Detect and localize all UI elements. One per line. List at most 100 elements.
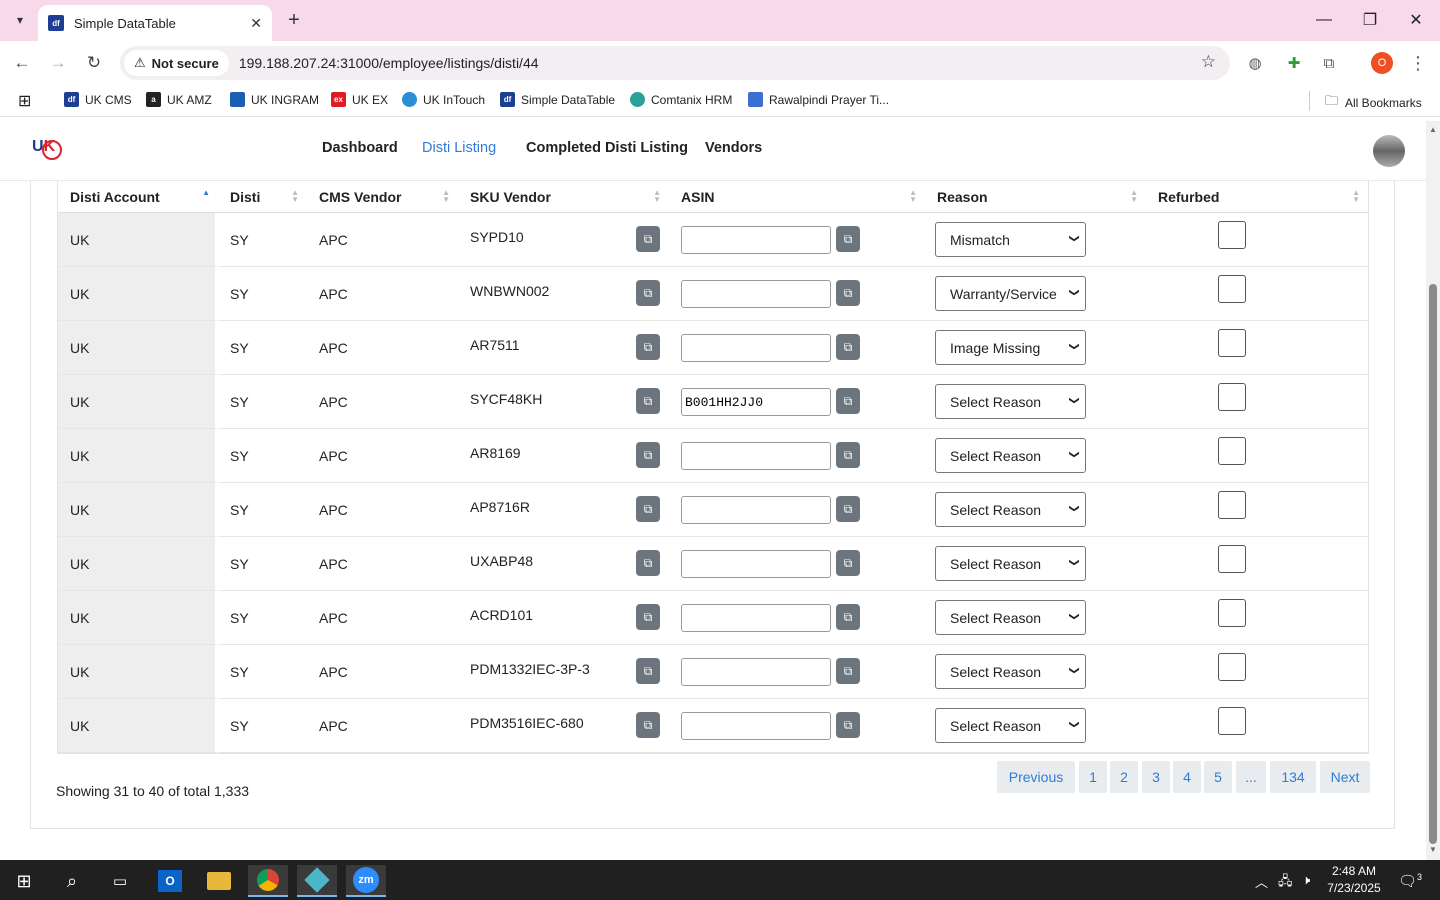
copy-asin-icon[interactable]: ⧉ (836, 334, 860, 360)
tab-search-chevron-icon[interactable]: ▾ (16, 13, 24, 27)
asin-input[interactable] (681, 604, 831, 632)
bookmark-star-icon[interactable]: ☆ (1200, 52, 1216, 71)
bookmark-uk-ingram[interactable]: UK INGRAM (230, 92, 319, 107)
copy-sku-icon[interactable]: ⧉ (636, 226, 660, 252)
col-disti-account[interactable]: Disti Account ▲ (58, 181, 218, 213)
back-icon[interactable]: ← (13, 53, 31, 72)
copy-asin-icon[interactable]: ⧉ (836, 388, 860, 414)
copy-asin-icon[interactable]: ⧉ (836, 604, 860, 630)
pagination-next[interactable]: Next (1320, 761, 1370, 793)
copy-asin-icon[interactable]: ⧉ (836, 550, 860, 576)
window-close-icon[interactable]: ✕ (1409, 12, 1423, 29)
notifications-icon[interactable]: 🗨3 (1398, 872, 1423, 890)
copy-sku-icon[interactable]: ⧉ (636, 658, 660, 684)
refurbed-checkbox[interactable] (1218, 221, 1246, 249)
pagination-134[interactable]: 134 (1270, 761, 1316, 793)
bookmark-uk-amz[interactable]: a UK AMZ (146, 92, 212, 107)
chrome-icon[interactable] (248, 865, 288, 897)
not-secure-chip[interactable]: ⚠ Not secure (124, 50, 229, 76)
bookmark-simple-datatable[interactable]: df Simple DataTable (500, 92, 615, 107)
extension-plus-icon[interactable]: ✚ (1287, 55, 1301, 72)
reason-select[interactable]: Select Reason ❯ (935, 600, 1086, 635)
taskbar-clock[interactable]: 2:48 AM 7/23/2025 (1322, 863, 1386, 897)
copy-sku-icon[interactable]: ⧉ (636, 604, 660, 630)
nav-completed-disti-listing[interactable]: Completed Disti Listing (526, 140, 688, 156)
bookmark-comtanix-hrm[interactable]: Comtanix HRM (630, 92, 732, 107)
reason-select[interactable]: Select Reason ❯ (935, 654, 1086, 689)
reason-select[interactable]: Image Missing ❯ (935, 330, 1086, 365)
pagination-4[interactable]: 4 (1173, 761, 1201, 793)
search-icon[interactable]: ⌕ (66, 870, 78, 891)
outlook-icon[interactable]: O (150, 865, 190, 897)
user-avatar[interactable] (1373, 135, 1405, 167)
refurbed-checkbox[interactable] (1218, 599, 1246, 627)
copy-asin-icon[interactable]: ⧉ (836, 226, 860, 252)
apps-grid-icon[interactable]: ⊞ (18, 93, 32, 110)
refurbed-checkbox[interactable] (1218, 707, 1246, 735)
url-text[interactable]: 199.188.207.24:31000/employee/listings/d… (238, 55, 539, 71)
copy-sku-icon[interactable]: ⧉ (636, 496, 660, 522)
col-reason[interactable]: Reason ▲ ▼ (925, 181, 1146, 213)
reason-select[interactable]: Select Reason ❯ (935, 438, 1086, 473)
copy-sku-icon[interactable]: ⧉ (636, 550, 660, 576)
translate-icon[interactable]: ◍ (1248, 55, 1262, 72)
asin-input[interactable] (681, 442, 831, 470)
refurbed-checkbox[interactable] (1218, 275, 1246, 303)
copy-sku-icon[interactable]: ⧉ (636, 442, 660, 468)
tab-close-icon[interactable]: ✕ (250, 14, 262, 31)
windows-start-icon[interactable]: ⊞ (16, 870, 32, 891)
extensions-puzzle-icon[interactable]: ⧉ (1323, 54, 1335, 72)
copy-sku-icon[interactable]: ⧉ (636, 334, 660, 360)
nav-disti-listing[interactable]: Disti Listing (422, 140, 497, 156)
copy-sku-icon[interactable]: ⧉ (636, 712, 660, 738)
asin-input[interactable] (681, 712, 831, 740)
asin-input[interactable] (681, 280, 831, 308)
address-bar[interactable]: ⚠ Not secure 199.188.207.24:31000/employ… (120, 46, 1230, 80)
reason-select[interactable]: Mismatch ❯ (935, 222, 1086, 257)
asin-input[interactable] (681, 550, 831, 578)
scroll-down-icon[interactable]: ▼ (1429, 845, 1437, 854)
refurbed-checkbox[interactable] (1218, 437, 1246, 465)
copy-asin-icon[interactable]: ⧉ (836, 280, 860, 306)
pagination-5[interactable]: 5 (1204, 761, 1232, 793)
zoom-icon[interactable]: zm (346, 865, 386, 897)
profile-avatar[interactable]: O (1371, 52, 1393, 74)
scrollbar-thumb[interactable] (1429, 284, 1437, 844)
refurbed-checkbox[interactable] (1218, 545, 1246, 573)
app-diamond-icon[interactable] (297, 865, 337, 897)
asin-input[interactable] (681, 658, 831, 686)
bookmark-rawalpindi-prayer[interactable]: Rawalpindi Prayer Ti... (748, 92, 889, 107)
nav-vendors[interactable]: Vendors (705, 140, 763, 156)
minimize-icon[interactable]: — (1316, 11, 1332, 28)
scroll-up-icon[interactable]: ▲ (1429, 125, 1437, 134)
tray-chevron-icon[interactable]: ︿ (1255, 875, 1269, 890)
copy-asin-icon[interactable]: ⧉ (836, 658, 860, 684)
asin-input[interactable] (681, 388, 831, 416)
col-disti[interactable]: Disti ▲ ▼ (218, 181, 307, 213)
col-cms-vendor[interactable]: CMS Vendor ▲ ▼ (307, 181, 458, 213)
page-scrollbar[interactable]: ▲ ▼ (1426, 121, 1440, 860)
all-bookmarks[interactable]: 🗀 All Bookmarks (1325, 92, 1422, 114)
copy-sku-icon[interactable]: ⧉ (636, 280, 660, 306)
copy-asin-icon[interactable]: ⧉ (836, 712, 860, 738)
copy-asin-icon[interactable]: ⧉ (836, 496, 860, 522)
network-icon[interactable]: 🖧 (1278, 873, 1293, 888)
copy-sku-icon[interactable]: ⧉ (636, 388, 660, 414)
pagination-previous[interactable]: Previous (997, 761, 1075, 793)
bookmark-uk-ex[interactable]: ex UK EX (331, 92, 388, 107)
asin-input[interactable] (681, 226, 831, 254)
browser-tab[interactable]: df Simple DataTable ✕ (38, 5, 272, 41)
refurbed-checkbox[interactable] (1218, 383, 1246, 411)
copy-asin-icon[interactable]: ⧉ (836, 442, 860, 468)
volume-muted-icon[interactable]: 🕨 (1302, 872, 1311, 887)
refurbed-checkbox[interactable] (1218, 653, 1246, 681)
reason-select[interactable]: Select Reason ❯ (935, 708, 1086, 743)
bookmark-uk-cms[interactable]: df UK CMS (64, 92, 132, 107)
reason-select[interactable]: Warranty/Service ❯ (935, 276, 1086, 311)
asin-input[interactable] (681, 334, 831, 362)
reason-select[interactable]: Select Reason ❯ (935, 492, 1086, 527)
file-explorer-icon[interactable] (199, 865, 239, 897)
reload-icon[interactable]: ↻ (86, 53, 102, 72)
forward-icon[interactable]: → (49, 53, 67, 72)
task-view-icon[interactable]: ▭ (112, 873, 128, 890)
